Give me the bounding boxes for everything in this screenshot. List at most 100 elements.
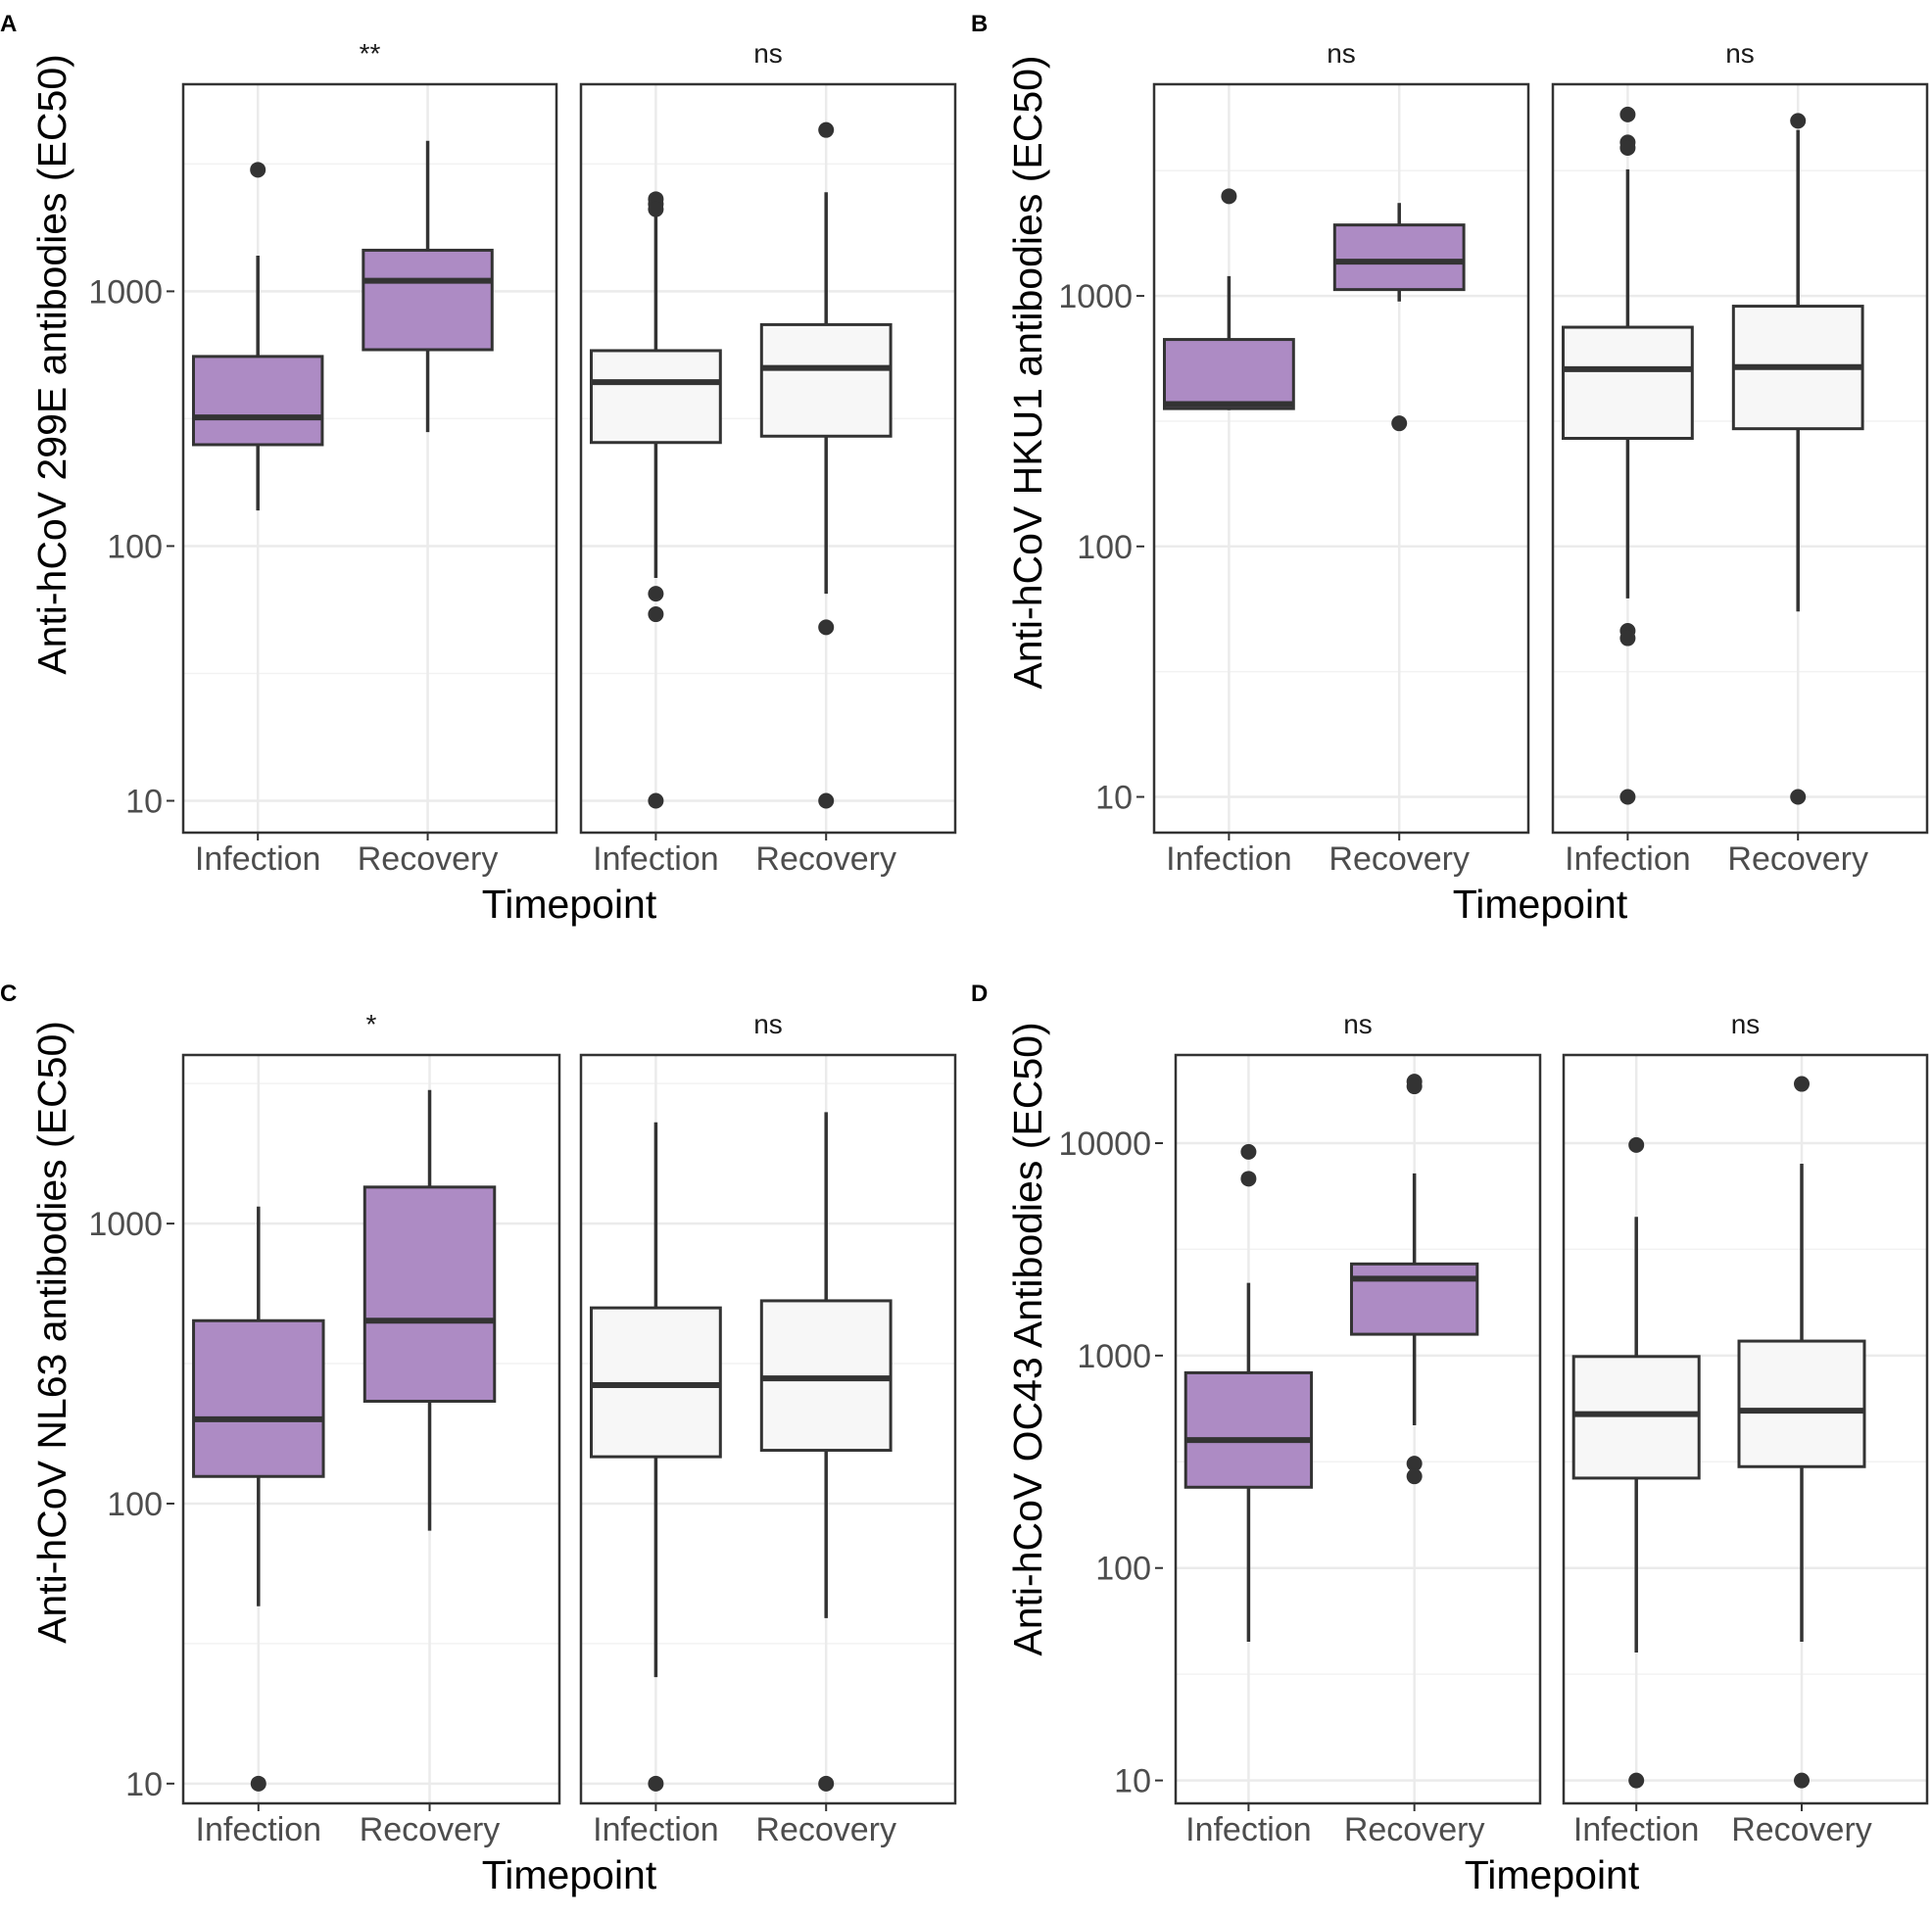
x-tick-label: Infection xyxy=(1166,840,1292,878)
boxplot-infection xyxy=(191,162,324,511)
facet-right: ns Infection Recovery xyxy=(1562,1009,1929,1848)
box xyxy=(192,1318,325,1478)
facet-strip-label: ** xyxy=(360,38,381,69)
outlier-point xyxy=(1391,415,1408,432)
facet-border xyxy=(1174,1053,1542,1805)
outlier-point xyxy=(648,201,664,217)
boxplot-recovery xyxy=(1349,1074,1479,1485)
box xyxy=(1183,1370,1314,1489)
outlier-point xyxy=(648,1775,664,1792)
x-tick-label: Infection xyxy=(195,840,321,878)
panel-letter: C xyxy=(0,981,17,1007)
facet-strip-label: ns xyxy=(1731,1009,1761,1039)
box xyxy=(1562,325,1694,441)
box xyxy=(362,248,494,352)
y-tick-label: 10 xyxy=(1095,780,1133,817)
boxplot-recovery xyxy=(759,1112,893,1792)
outlier-point xyxy=(1240,1171,1257,1187)
y-tick-label: 10 xyxy=(125,1766,163,1803)
y-axis-title: Anti-hCoV NL63 antibodies (EC50) xyxy=(29,1021,74,1644)
boxplot-infection xyxy=(1163,188,1295,410)
facet-border xyxy=(1551,82,1929,835)
outlier-point xyxy=(1406,1078,1423,1095)
facet-background xyxy=(1154,84,1528,833)
outlier-point xyxy=(1794,1772,1811,1789)
x-axis-title: Timepoint xyxy=(1453,882,1628,927)
outlier-point xyxy=(1794,1076,1811,1092)
box xyxy=(1163,338,1295,410)
facet-strip-label: ns xyxy=(1327,38,1356,69)
boxplot-infection xyxy=(1562,106,1694,805)
boxplot-recovery xyxy=(1731,113,1864,805)
outlier-point xyxy=(1619,139,1636,156)
x-axis-title: Timepoint xyxy=(482,1852,657,1897)
facet-left: ns Infection Recovery xyxy=(1152,38,1530,878)
outlier-point xyxy=(1790,789,1807,805)
x-tick-label: Recovery xyxy=(755,1811,896,1848)
facet-left: ns Infection Recovery xyxy=(1174,1009,1542,1848)
y-tick-label: 100 xyxy=(1095,1551,1151,1588)
box xyxy=(1571,1355,1701,1480)
facet-right: ns Infection Recovery xyxy=(1551,38,1929,878)
facet-right: ns Infection Recovery xyxy=(579,38,957,878)
facet-background xyxy=(1553,84,1927,833)
outlier-point xyxy=(250,1775,266,1792)
boxplot-infection xyxy=(192,1206,325,1792)
boxplot-recovery xyxy=(1737,1076,1866,1789)
outlier-point xyxy=(1240,1143,1257,1160)
outlier-point xyxy=(648,586,664,602)
panel-letter: A xyxy=(0,11,17,37)
x-axis-title: Timepoint xyxy=(482,882,657,927)
x-tick-label: Recovery xyxy=(755,840,896,878)
outlier-point xyxy=(250,162,266,178)
facet-background xyxy=(581,84,955,833)
y-tick-label: 1000 xyxy=(1077,1338,1151,1375)
facet-border xyxy=(1152,82,1530,835)
x-tick-label: Recovery xyxy=(1731,1811,1872,1848)
boxplot-infection xyxy=(1571,1136,1701,1789)
facet-border xyxy=(181,1053,561,1805)
facet-border xyxy=(579,1053,957,1805)
outlier-point xyxy=(648,792,664,809)
outlier-point xyxy=(818,792,835,809)
box xyxy=(759,322,893,438)
y-axis-title: Anti-hCoV 299E antibodies (EC50) xyxy=(29,54,74,675)
facet-right: ns Infection Recovery xyxy=(579,1009,957,1848)
x-tick-label: Infection xyxy=(196,1811,322,1848)
y-tick-label: 100 xyxy=(107,528,163,565)
boxplot-infection xyxy=(590,191,722,809)
y-axis-title: Anti-hCoV OC43 Antibodies (EC50) xyxy=(1005,1022,1050,1655)
x-tick-label: Infection xyxy=(1565,840,1691,878)
y-tick-label: 10000 xyxy=(1058,1126,1151,1163)
chart-panel-a: A Anti-hCoV 299E antibodies (EC50) 10 100 10… xyxy=(0,11,957,927)
x-tick-label: Infection xyxy=(593,840,719,878)
outlier-point xyxy=(1790,113,1807,129)
box xyxy=(1737,1339,1866,1468)
outlier-point xyxy=(1628,1772,1645,1789)
outlier-point xyxy=(1406,1456,1423,1472)
chart-panel-c: C Anti-hCoV NL63 antibodies (EC50) 10 100 10… xyxy=(0,981,957,1897)
y-tick-label: 100 xyxy=(1077,529,1133,566)
x-tick-label: Infection xyxy=(1185,1811,1312,1848)
boxplot-recovery xyxy=(759,121,893,809)
x-tick-label: Infection xyxy=(1573,1811,1700,1848)
y-tick-label: 1000 xyxy=(88,273,163,311)
y-tick-label: 10 xyxy=(125,784,163,821)
facet-border xyxy=(181,82,558,835)
facet-strip-label: ns xyxy=(1343,1009,1373,1039)
outlier-point xyxy=(1619,106,1636,122)
x-tick-label: Recovery xyxy=(358,840,499,878)
boxplot-infection xyxy=(590,1122,722,1792)
facet-left: ** Infection Recovery xyxy=(181,38,558,878)
outlier-point xyxy=(818,121,835,138)
boxplot-recovery xyxy=(362,1089,497,1531)
panel-letter: D xyxy=(971,981,988,1007)
facet-border xyxy=(579,82,957,835)
x-tick-label: Recovery xyxy=(1727,840,1868,878)
facet-background xyxy=(183,84,556,833)
y-tick-label: 10 xyxy=(1114,1763,1151,1800)
outlier-point xyxy=(1628,1136,1645,1153)
x-tick-label: Recovery xyxy=(1328,840,1470,878)
facet-strip-label: ns xyxy=(753,38,783,69)
